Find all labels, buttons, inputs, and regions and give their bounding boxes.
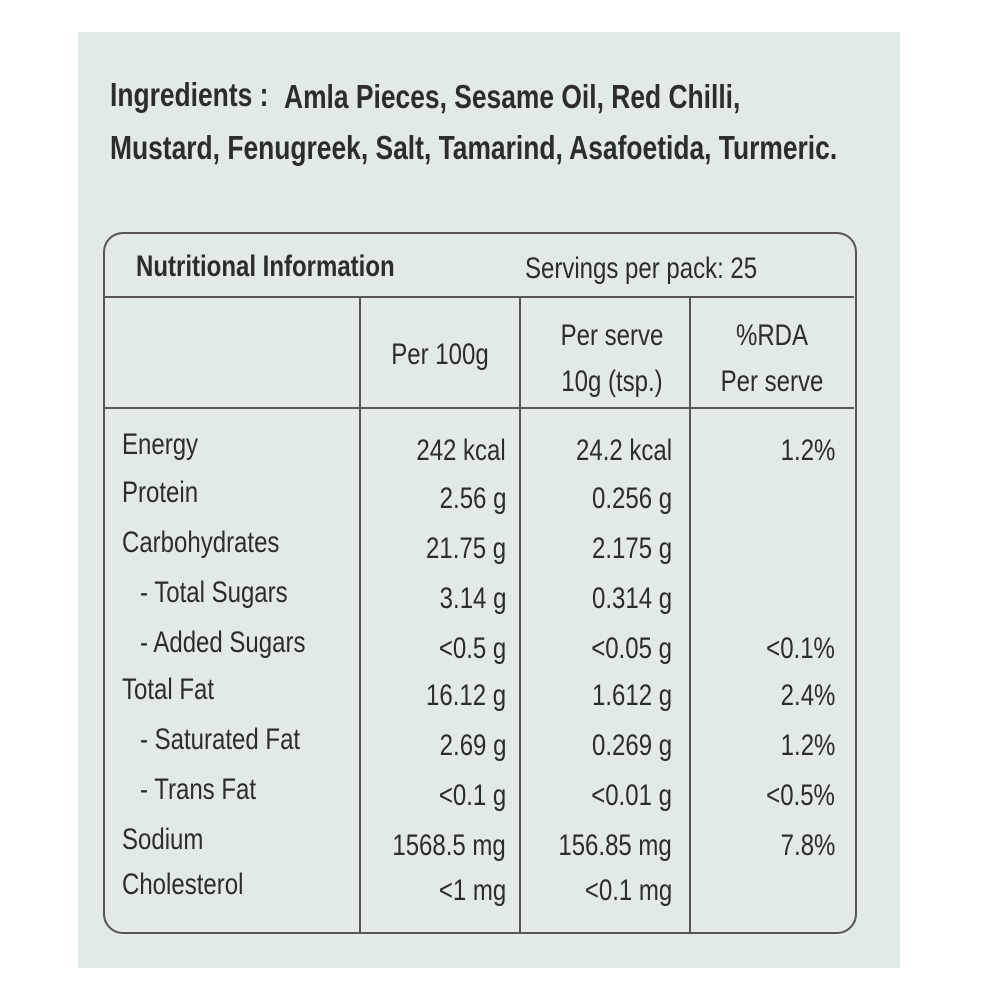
nutrient-value: <0.05 g (591, 632, 672, 665)
column-header: %RDA (735, 319, 808, 352)
nutrient-name: - Saturated Fat (140, 723, 301, 756)
nutrient-value: <0.1% (766, 632, 835, 665)
nutrient-name: - Total Sugars (140, 576, 288, 609)
nutrient-value: 2.56 g (439, 482, 506, 515)
table-title: Nutritional Information (136, 250, 395, 283)
nutrient-value: 24.2 kcal (575, 434, 672, 467)
nutrient-value: <0.5% (766, 779, 835, 812)
divider (104, 296, 854, 298)
ingredients-text: Amla Pieces, Sesame Oil, Red Chilli, (284, 78, 741, 115)
nutrient-value: 1.2% (780, 434, 835, 467)
nutrient-value: 16.12 g (425, 679, 506, 712)
nutrient-name: Total Fat (122, 673, 215, 706)
nutrient-name: Cholesterol (122, 868, 244, 901)
nutrient-value: 2.175 g (591, 532, 672, 565)
label-background (78, 32, 900, 968)
nutrient-value: 2.4% (780, 679, 835, 712)
nutrient-value: 7.8% (780, 829, 835, 862)
nutrient-value: <1 mg (438, 874, 506, 907)
nutrient-name: Sodium (122, 823, 204, 856)
divider (104, 407, 854, 409)
divider (689, 297, 691, 932)
nutrient-value: 0.314 g (591, 582, 672, 615)
nutrient-value: 1568.5 mg (392, 829, 506, 862)
column-header: 10g (tsp.) (561, 365, 663, 398)
column-header: Per serve (720, 365, 824, 398)
divider (519, 297, 521, 932)
nutrient-value: <0.1 g (438, 779, 506, 812)
nutrient-value: 21.75 g (425, 532, 506, 565)
column-header: Per 100g (391, 338, 489, 371)
nutrient-value: <0.1 mg (584, 874, 672, 907)
ingredients-label: Ingredients : (110, 76, 269, 113)
nutrient-value: 242 kcal (416, 434, 506, 467)
nutrient-name: - Trans Fat (140, 773, 257, 806)
ingredients-text: Mustard, Fenugreek, Salt, Tamarind, Asaf… (110, 129, 838, 166)
column-header: Per serve (560, 319, 664, 352)
nutrient-value: 0.256 g (591, 482, 672, 515)
nutrient-value: 3.14 g (439, 582, 506, 615)
nutrient-value: <0.01 g (591, 779, 672, 812)
divider (359, 297, 361, 932)
nutrient-name: Protein (122, 476, 199, 509)
nutrient-value: 1.2% (780, 729, 835, 762)
nutrient-value: <0.5 g (438, 632, 506, 665)
servings: Servings per pack: 25 (525, 252, 758, 285)
nutrient-name: Carbohydrates (122, 526, 280, 559)
nutrient-value: 0.269 g (591, 729, 672, 762)
nutrition-box (103, 232, 857, 934)
nutrient-value: 156.85 mg (558, 829, 672, 862)
nutrient-value: 1.612 g (591, 679, 672, 712)
nutrient-name: Energy (122, 428, 199, 461)
nutrient-value: 2.69 g (439, 729, 506, 762)
nutrient-name: - Added Sugars (140, 626, 306, 659)
